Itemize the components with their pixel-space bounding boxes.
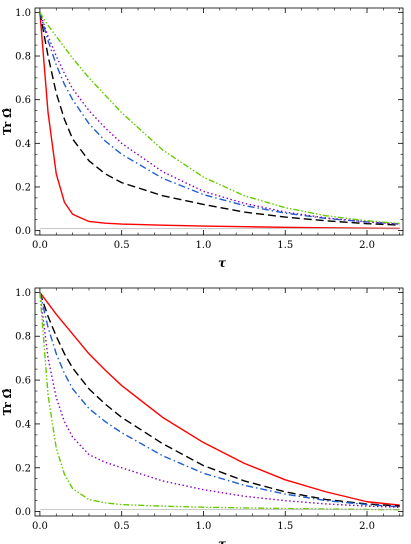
y-axis-label: Tr Ω̂: [1, 108, 14, 135]
x-axis-label: τ: [218, 537, 227, 544]
x-tick-label: 0.0: [32, 521, 48, 532]
y-tick-label: 0.6: [15, 376, 31, 387]
series-line-4: [39, 11, 400, 225]
y-tick-label: 0.8: [15, 52, 31, 63]
x-tick-label: 1.0: [196, 521, 212, 532]
x-axis-label: τ: [218, 256, 227, 270]
x-tick-label: 0.0: [32, 240, 48, 251]
y-tick-label: 1.0: [15, 8, 31, 19]
x-tick-label: 1.5: [277, 240, 293, 251]
y-tick-label: 0.4: [15, 139, 31, 150]
series-line-0: [39, 12, 400, 230]
y-tick-label: 0.0: [15, 507, 31, 518]
panel-bottom: 0.0 0.5 1.0 1.5 2.0 0.0 0.2 0.4 0.6 0.8 1.0 τ Tr Ω̂: [1, 287, 404, 544]
y-axis-label: Tr Ω̂: [1, 388, 14, 415]
series-line-1: [39, 292, 400, 507]
series-line-1: [39, 12, 400, 226]
series-line-2: [39, 12, 400, 225]
y-tick-label: 0.2: [15, 182, 31, 193]
panel-top: 0.0 0.5 1.0 1.5 2.0 0.0 0.2 0.4 0.6 0.8 1.0 τ Tr Ω̂: [1, 7, 404, 270]
y-tick-label: 0.8: [15, 332, 31, 343]
series-line-3: [39, 12, 400, 225]
series-line-3: [39, 292, 400, 508]
y-tick-label: 0.6: [15, 95, 31, 106]
y-tick-label: 0.0: [15, 226, 31, 237]
plot-frame: [34, 287, 404, 517]
x-tick-label: 1.5: [277, 521, 293, 532]
y-tick-label: 0.2: [15, 463, 31, 474]
series-line-0: [39, 291, 400, 506]
y-tick-label: 1.0: [15, 288, 31, 299]
x-tick-label: 1.0: [196, 240, 212, 251]
plot-frame: [34, 7, 404, 236]
x-tick-label: 0.5: [114, 240, 130, 251]
y-tick-label: 0.4: [15, 419, 31, 430]
x-tick-label: 0.5: [114, 521, 130, 532]
series-line-2: [39, 292, 400, 508]
x-tick-label: 2.0: [359, 521, 375, 532]
x-tick-label: 2.0: [359, 240, 375, 251]
series-line-4: [39, 292, 400, 511]
